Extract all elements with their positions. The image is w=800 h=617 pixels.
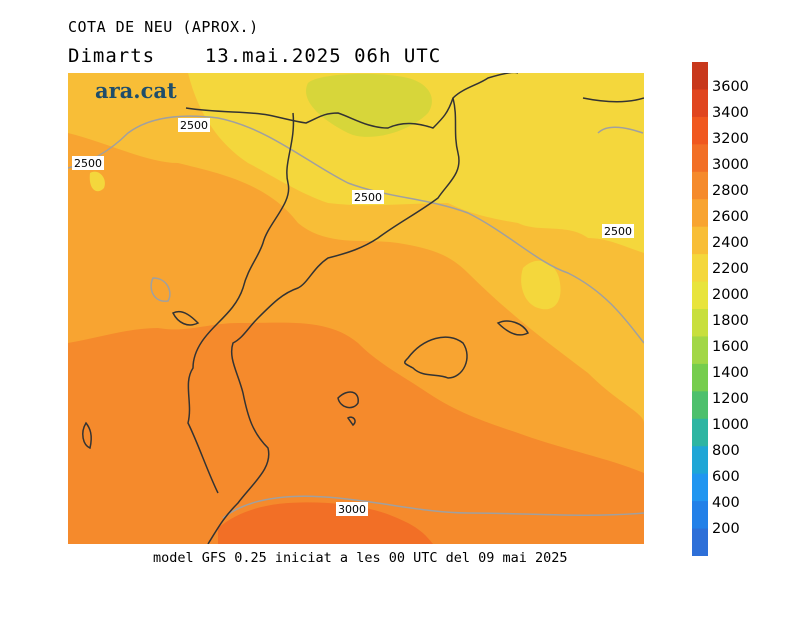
map-subtitle: Dimarts 13.mai.2025 06h UTC: [68, 45, 441, 67]
colorbar-swatch: [692, 281, 708, 310]
colorbar-label: 2200: [712, 261, 749, 277]
contour-label: 2500: [180, 119, 208, 132]
colorbar-label: 2600: [712, 209, 749, 225]
colorbar-label: 800: [712, 443, 740, 459]
contour-label: 3000: [338, 503, 366, 516]
colorbar-label: 400: [712, 495, 740, 511]
colorbar-label: 2800: [712, 183, 749, 199]
map-title: COTA DE NEU (APROX.): [68, 18, 259, 36]
model-info-footer: model GFS 0.25 iniciat a les 00 UTC del …: [153, 550, 568, 566]
colorbar-label: 3200: [712, 131, 749, 147]
contour-label: 2500: [604, 225, 632, 238]
zone-3000: [218, 502, 433, 544]
zone-2200-patch: [521, 260, 561, 310]
colorbar-swatch: [692, 528, 708, 556]
coastlines: [82, 73, 644, 544]
colorbar-swatch: [692, 62, 708, 90]
forecast-datetime: 13.mai.2025 06h UTC: [204, 45, 442, 67]
zone-2200: [188, 73, 644, 253]
colorbar-swatch: [692, 171, 708, 200]
contour-lines: [68, 115, 644, 519]
colorbar-swatch: [692, 391, 708, 420]
colorbar-swatch: [692, 309, 708, 337]
colorbar-label: 2000: [712, 287, 749, 303]
contour-label: 2500: [74, 157, 102, 170]
colorbar-swatch: [692, 116, 708, 145]
colorbar-label: 1000: [712, 417, 749, 433]
colorbar-label: 600: [712, 469, 740, 485]
ara-cat-logo: ara.cat: [95, 78, 177, 103]
colorbar-label: 2400: [712, 235, 749, 251]
colorbar-swatch: [692, 89, 708, 118]
colorbar-label: 1200: [712, 391, 749, 407]
contour-label: 2500: [354, 191, 382, 204]
colorbar-swatch: [692, 473, 708, 502]
colorbar-label: 200: [712, 521, 740, 537]
colorbar-label: 1800: [712, 313, 749, 329]
colorbar-swatch: [692, 144, 708, 173]
colorbar-label: 1600: [712, 339, 749, 355]
colorbar-label: 3000: [712, 157, 749, 173]
colorbar-swatch: [692, 226, 708, 255]
colorbar-label: 3600: [712, 79, 749, 95]
colorbar-swatch: [692, 501, 708, 530]
zone-2200-west: [89, 171, 105, 192]
colorbar: [692, 62, 708, 556]
colorbar-label: 3400: [712, 105, 749, 121]
colorbar-swatch: [692, 336, 708, 365]
colorbar-swatch: [692, 254, 708, 283]
colorbar-swatch: [692, 446, 708, 475]
zone-2800: [68, 322, 644, 544]
snow-level-map: 2500 2500 2500 2500 3000 ara.cat: [68, 73, 644, 544]
colorbar-label: 1400: [712, 365, 749, 381]
colorbar-swatch: [692, 418, 708, 447]
colorbar-swatch: [692, 363, 708, 392]
colorbar-swatch: [692, 199, 708, 228]
forecast-day: Dimarts: [68, 45, 156, 67]
zone-1800: [306, 73, 432, 137]
